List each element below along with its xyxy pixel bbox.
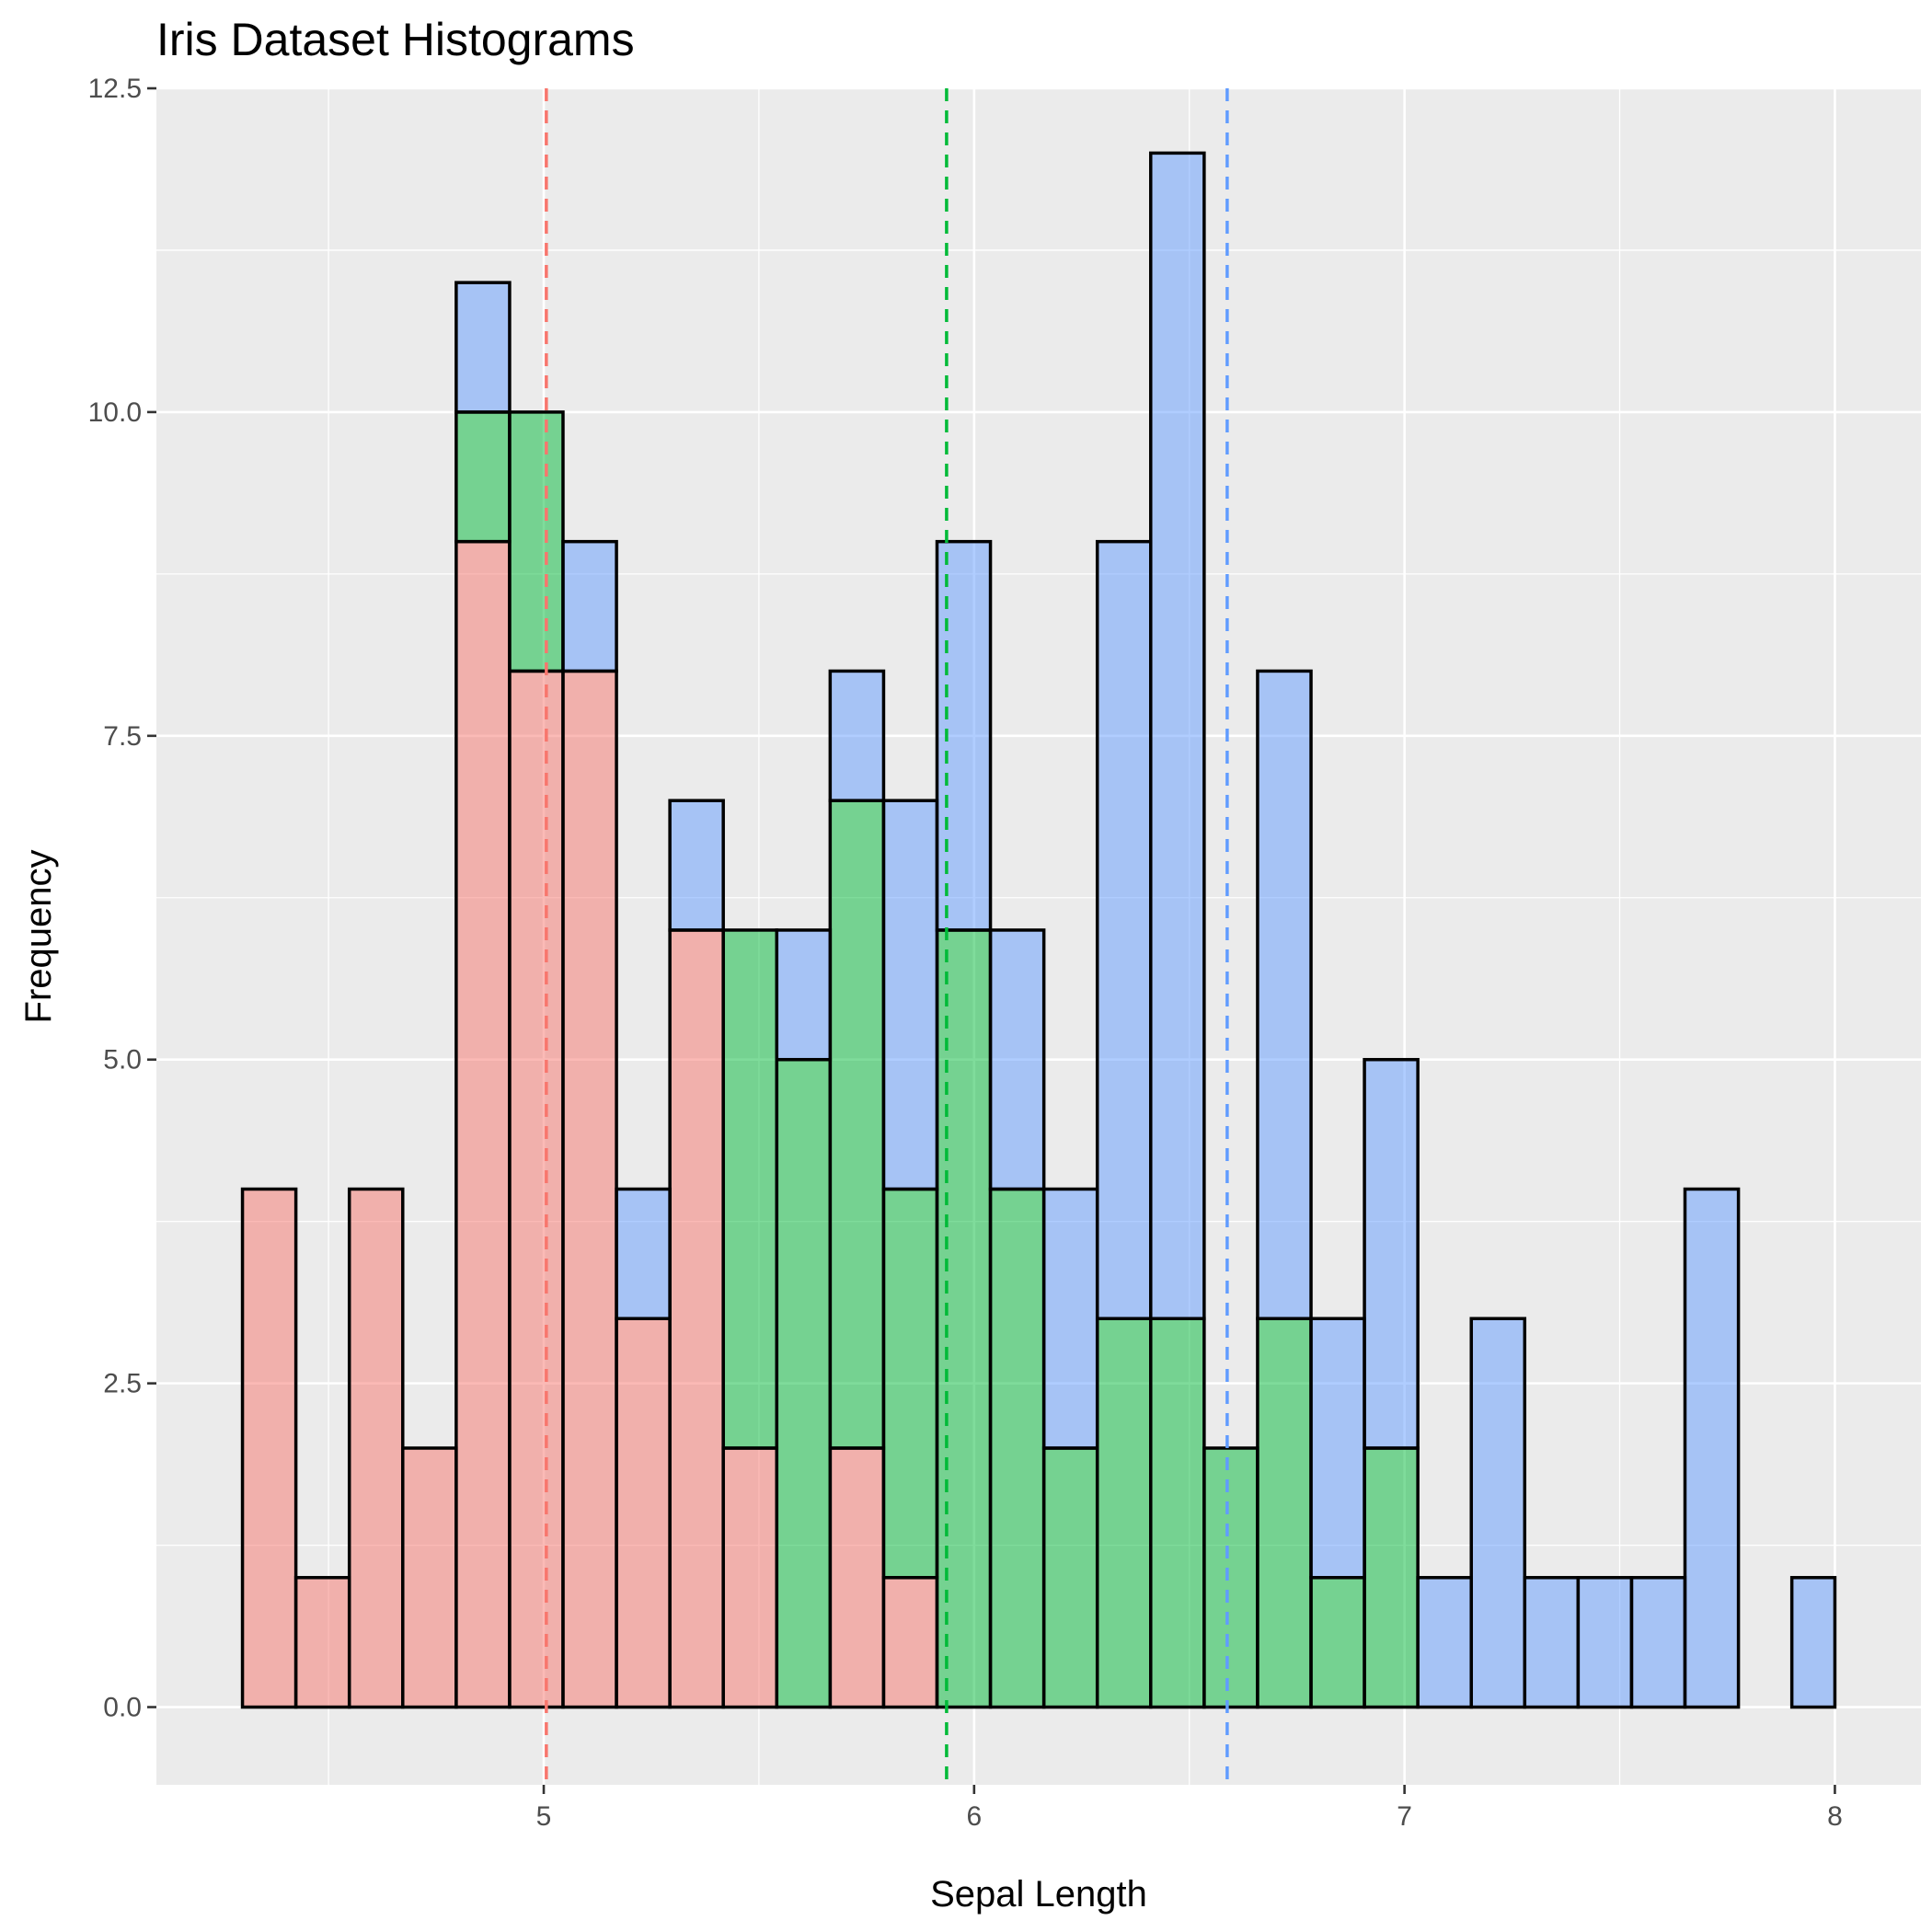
x-tick-label: 5 — [536, 1801, 552, 1832]
histogram-bar-s3 — [988, 928, 1046, 1191]
histogram-bar-s1 — [347, 1187, 405, 1709]
histogram-bar-s3 — [1363, 1057, 1420, 1450]
histogram-bar-s3 — [828, 669, 886, 802]
y-tick-label: 12.5 — [88, 74, 142, 104]
histogram-bar-s1 — [881, 1576, 939, 1709]
histogram-bar-s3 — [1629, 1576, 1687, 1709]
histogram-bar-s3 — [1041, 1187, 1099, 1450]
histogram-bar-s1 — [240, 1187, 298, 1709]
histogram-bar-s1 — [721, 1446, 779, 1709]
histogram-bar-s3 — [1576, 1576, 1634, 1709]
y-tick-label: 5.0 — [103, 1045, 142, 1075]
histogram-bar-s2 — [775, 1057, 833, 1709]
y-tick-label: 7.5 — [103, 721, 142, 752]
histogram-bar-s3 — [1469, 1317, 1527, 1709]
x-tick-label: 6 — [966, 1801, 982, 1832]
mean-lines — [545, 88, 1229, 1785]
histogram-bar-s2 — [508, 410, 565, 673]
histogram-bar-s2 — [828, 799, 886, 1450]
y-tick-label: 2.5 — [103, 1369, 142, 1399]
histogram-bar-s2 — [1041, 1446, 1099, 1709]
histogram-bar-s2 — [1202, 1446, 1259, 1709]
histogram-bar-s3 — [1256, 669, 1313, 1321]
histogram-bar-s2 — [1149, 1317, 1206, 1709]
histogram-bar-s3 — [1789, 1576, 1837, 1709]
histogram-bar-s3 — [1683, 1187, 1741, 1709]
histogram-bar-s3 — [1416, 1576, 1473, 1709]
histogram-bar-s3 — [775, 928, 833, 1062]
histogram-bar-s3 — [615, 1187, 672, 1321]
histogram-bar-s1 — [561, 669, 618, 1709]
histogram-bar-s1 — [454, 539, 512, 1709]
histogram-bar-s3 — [1523, 1576, 1581, 1709]
histogram-bar-s1 — [293, 1576, 351, 1709]
histogram-bars — [240, 151, 1837, 1709]
histogram-bar-s1 — [615, 1317, 672, 1709]
histogram-bar-s2 — [881, 1187, 939, 1580]
histogram-bar-s1 — [828, 1446, 886, 1709]
histogram-bar-s1 — [401, 1446, 458, 1709]
histogram-bar-s2 — [721, 928, 779, 1450]
x-tick-label: 7 — [1397, 1801, 1412, 1832]
histogram-bar-s2 — [1256, 1317, 1313, 1709]
y-axis-title: Frequency — [18, 850, 59, 1024]
histogram-bar-s2 — [1095, 1317, 1153, 1709]
chart-title: Iris Dataset Histograms — [156, 14, 635, 65]
y-tick-label: 0.0 — [103, 1693, 142, 1723]
histogram-bar-s3 — [1149, 151, 1206, 1321]
histogram-bar-s3 — [668, 799, 725, 932]
histogram-bar-s3 — [454, 281, 512, 414]
histogram-bar-s2 — [1363, 1446, 1420, 1709]
histogram-bar-s2 — [988, 1187, 1046, 1709]
histogram-bar-s2 — [1309, 1576, 1366, 1709]
histogram-bar-s3 — [881, 799, 939, 1191]
x-axis-title: Sepal Length — [930, 1874, 1147, 1915]
x-tick-label: 8 — [1827, 1801, 1843, 1832]
histogram-bar-s3 — [561, 539, 618, 673]
y-tick-label: 10.0 — [88, 397, 142, 428]
axes: 0.0 2.5 5.0 7.5 10.0 12.5 5 6 7 8 — [88, 74, 1843, 1832]
histogram-bar-s2 — [454, 410, 512, 544]
histogram-bar-s1 — [508, 669, 565, 1709]
histogram-bar-s3 — [1309, 1317, 1366, 1580]
histogram-bar-s3 — [1095, 539, 1153, 1321]
histogram-bar-s1 — [668, 928, 725, 1709]
